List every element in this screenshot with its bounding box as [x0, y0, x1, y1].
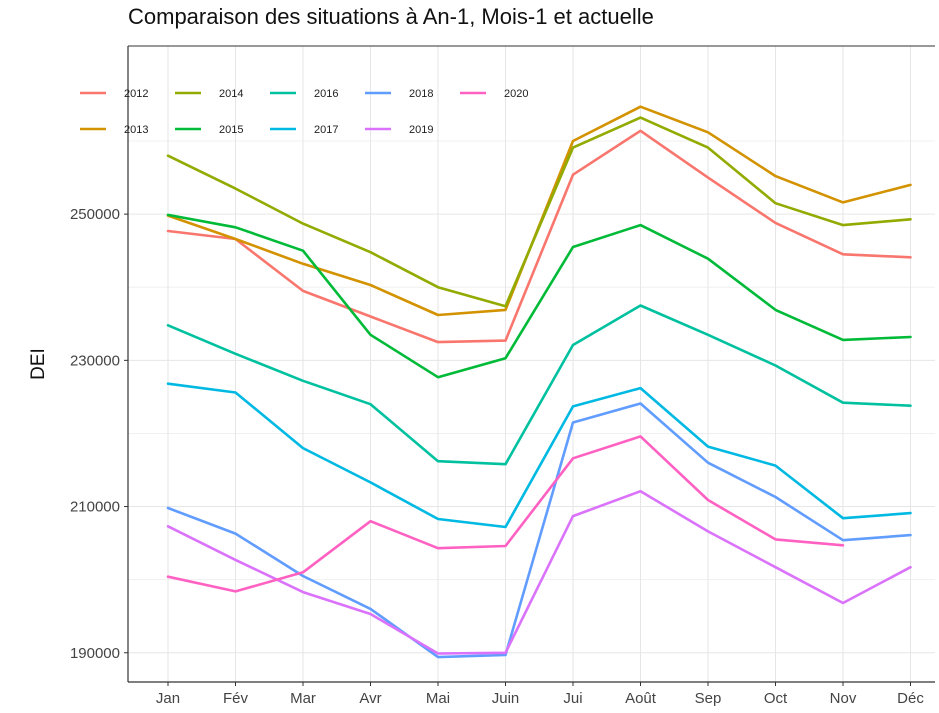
series-line-2016: [166, 304, 912, 466]
y-tick-label: 250000: [70, 206, 120, 223]
series-line-2018: [166, 402, 912, 659]
legend-item-2017: 2017: [270, 124, 338, 136]
legend-label: 2020: [504, 88, 528, 100]
x-tick-label: Août: [625, 690, 657, 707]
x-tick-label: Mai: [426, 690, 450, 707]
series-line-2014: [166, 116, 912, 308]
series-line-2019: [166, 489, 912, 655]
legend-label: 2015: [219, 124, 243, 136]
y-tick-label: 210000: [70, 499, 120, 516]
x-tick-label: Mar: [290, 690, 316, 707]
legend-label: 2016: [314, 88, 338, 100]
x-tick-label: Oct: [764, 690, 788, 707]
y-tick-label: 190000: [70, 645, 120, 662]
legend-label: 2012: [124, 88, 148, 100]
series-line-2015: [166, 213, 912, 379]
x-tick-label: Déc: [897, 690, 924, 707]
x-tick-label: Juin: [492, 690, 520, 707]
x-tick-label: Avr: [359, 690, 381, 707]
legend-item-2015: 2015: [175, 124, 243, 136]
legend-label: 2017: [314, 124, 338, 136]
legend-item-2014: 2014: [175, 88, 243, 100]
legend-label: 2013: [124, 124, 148, 136]
y-tick-label: 230000: [70, 352, 120, 369]
series-line-2012: [166, 129, 912, 344]
series-lines: [166, 105, 912, 659]
x-tick-label: Jui: [563, 690, 582, 707]
legend-label: 2018: [409, 88, 433, 100]
x-tick-label: Fév: [223, 690, 249, 707]
legend-item-2012: 2012: [80, 88, 148, 100]
chart-title: Comparaison des situations à An-1, Mois-…: [128, 4, 654, 29]
series-line-2020: [166, 435, 845, 593]
y-axis-label: DEI: [28, 348, 49, 380]
legend-item-2013: 2013: [80, 124, 148, 136]
axes: 190000 210000 230000 250000 Jan Fév Mar Avr Mai J…: [28, 45, 935, 707]
legend-item-2019: 2019: [365, 124, 433, 136]
x-tick-label: Nov: [830, 690, 857, 707]
legend-item-2020: 2020: [460, 88, 528, 100]
legend-item-2016: 2016: [270, 88, 338, 100]
legend-item-2018: 2018: [365, 88, 433, 100]
legend-label: 2019: [409, 124, 433, 136]
legend-label: 2014: [219, 88, 243, 100]
x-tick-label: Sep: [695, 690, 722, 707]
series-line-2017: [166, 382, 912, 529]
x-tick-label: Jan: [156, 690, 180, 707]
legend: 2012 2014 2016 2018 2020 2013 2015 2017 2019: [80, 88, 528, 136]
